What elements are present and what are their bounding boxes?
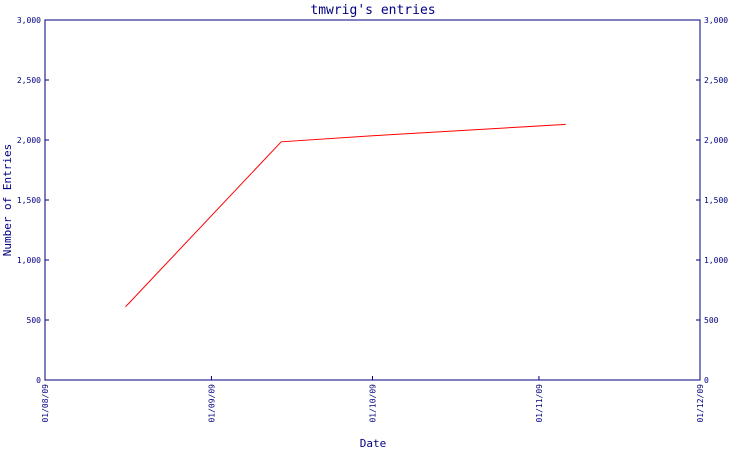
y-tick-label-right: 3,000 — [704, 16, 728, 25]
series-layer — [125, 123, 566, 308]
x-tick-label: 01/10/09 — [369, 384, 378, 423]
x-tick-label: 01/09/09 — [207, 384, 216, 423]
plot-area-frame — [44, 19, 701, 381]
y-tick-label-right: 500 — [704, 316, 719, 325]
y-tick-label-left: 2,500 — [17, 76, 41, 85]
y-tick-label-left: 1,500 — [17, 196, 41, 205]
y-tick-label-right: 2,000 — [704, 136, 728, 145]
y-tick-label-left: 3,000 — [17, 16, 41, 25]
chart-title: tmwrig's entries — [310, 3, 435, 18]
x-tick-label: 01/11/09 — [535, 384, 544, 423]
x-tick-label: 01/12/09 — [696, 384, 705, 423]
y-tick-label-left: 2,000 — [17, 136, 41, 145]
x-tick-label: 01/08/09 — [41, 384, 50, 423]
y-tick-label-left: 500 — [27, 316, 42, 325]
y-tick-label-right: 1,000 — [704, 256, 728, 265]
y-tick-label-left: 0 — [36, 376, 41, 385]
y-axis-label: Number of Entries — [1, 144, 14, 257]
y-tick-label-right: 0 — [704, 376, 709, 385]
axis-ticks: 0 0 500 500 1,000 1,000 1,500 1,500 2,000 2,000 2,… — [17, 16, 728, 423]
y-tick-label-right: 1,500 — [704, 196, 728, 205]
x-axis-label: Date — [360, 437, 387, 450]
y-tick-label-left: 1,000 — [17, 256, 41, 265]
series-line-0 — [125, 123, 566, 308]
y-tick-label-right: 2,500 — [704, 76, 728, 85]
